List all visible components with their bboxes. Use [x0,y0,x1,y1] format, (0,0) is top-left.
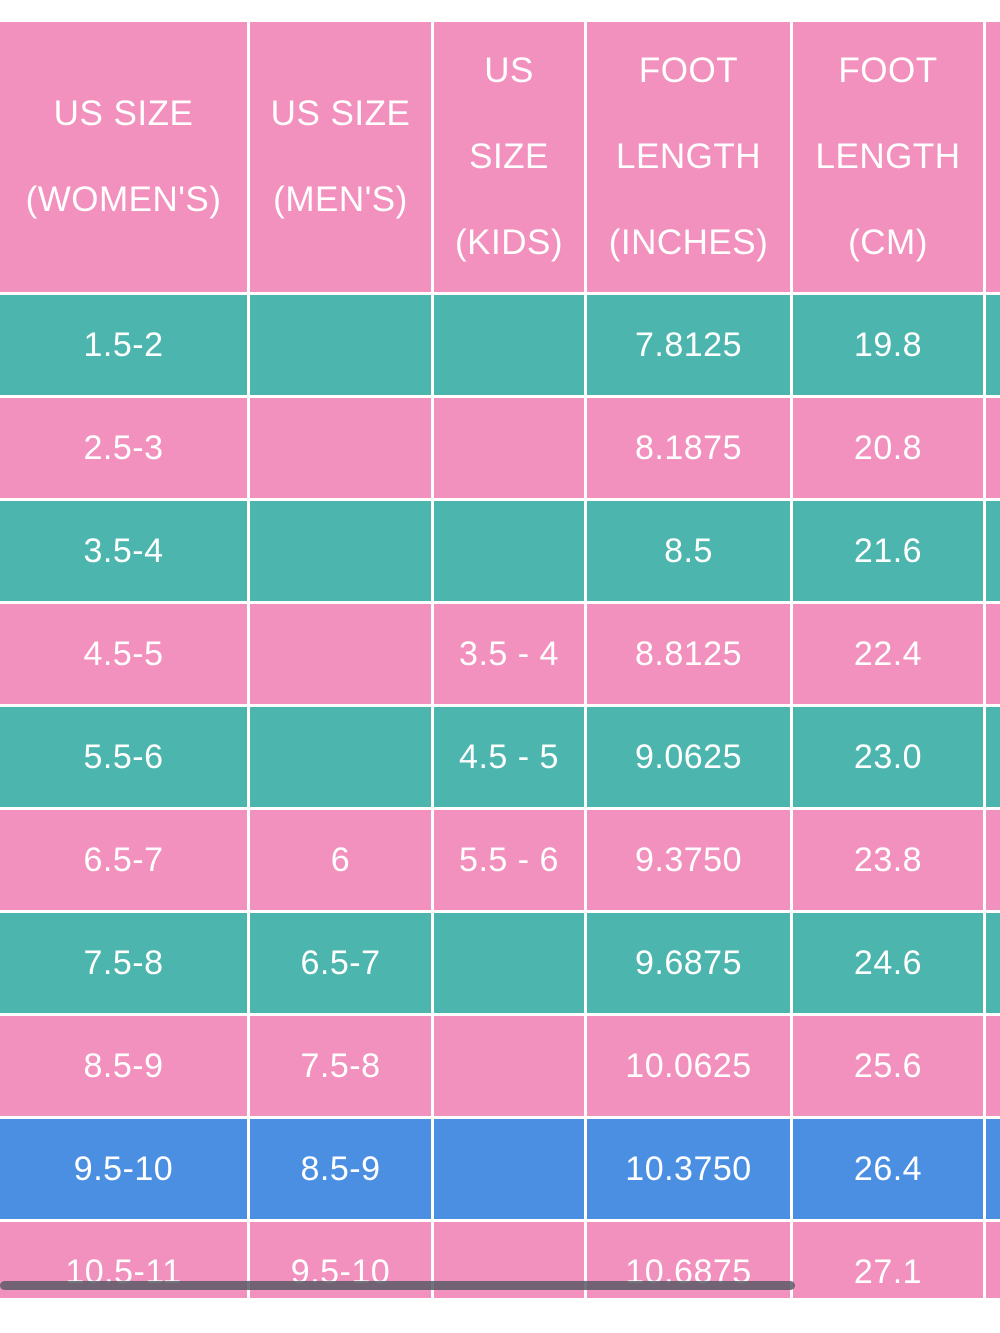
cell-kids-size [434,1016,584,1116]
cell-foot-length-cm: 21.6 [793,501,983,601]
cell-clipped [986,398,1000,498]
cell-womens-size: 3.5-4 [0,501,247,601]
cell-kids-size [434,398,584,498]
cell-womens-size: 5.5-6 [0,707,247,807]
cell-mens-size [250,501,431,601]
header-foot-length-cm: FOOT LENGTH (CM) [793,22,983,292]
cell-womens-size: 7.5-8 [0,913,247,1013]
cell-womens-size: 8.5-9 [0,1016,247,1116]
cell-foot-length-cm: 26.4 [793,1119,983,1219]
cell-clipped [986,501,1000,601]
cell-foot-length-cm: 20.8 [793,398,983,498]
cell-kids-size: 5.5 - 6 [434,810,584,910]
size-chart-table[interactable]: US SIZE (WOMEN'S) US SIZE (MEN'S) US SIZ… [0,22,1000,1298]
cell-womens-size: 4.5-5 [0,604,247,704]
cell-foot-length-cm: 19.8 [793,295,983,395]
cell-mens-size [250,707,431,807]
cell-kids-size [434,501,584,601]
header-womens-size: US SIZE (WOMEN'S) [0,22,247,292]
cell-foot-length-inches: 9.6875 [587,913,790,1013]
cell-clipped [986,707,1000,807]
cell-womens-size: 9.5-10 [0,1119,247,1219]
cell-foot-length-inches: 9.3750 [587,810,790,910]
cell-foot-length-inches: 8.1875 [587,398,790,498]
cell-womens-size: 6.5-7 [0,810,247,910]
cell-foot-length-inches: 9.0625 [587,707,790,807]
cell-foot-length-cm: 22.4 [793,604,983,704]
cell-kids-size [434,913,584,1013]
header-clipped-column [986,22,1000,292]
cell-foot-length-inches: 8.5 [587,501,790,601]
cell-mens-size [250,604,431,704]
cell-kids-size [434,295,584,395]
cell-mens-size: 7.5-8 [250,1016,431,1116]
cell-mens-size: 6.5-7 [250,913,431,1013]
cell-clipped [986,810,1000,910]
cell-kids-size: 3.5 - 4 [434,604,584,704]
cell-foot-length-cm: 25.6 [793,1016,983,1116]
cell-womens-size: 1.5-2 [0,295,247,395]
cell-mens-size [250,295,431,395]
cell-foot-length-cm: 27.1 [793,1222,983,1298]
cell-foot-length-cm: 23.0 [793,707,983,807]
cell-foot-length-inches: 8.8125 [587,604,790,704]
horizontal-scrollbar[interactable] [0,1281,795,1290]
header-foot-length-inches: FOOT LENGTH (INCHES) [587,22,790,292]
size-chart-grid: US SIZE (WOMEN'S) US SIZE (MEN'S) US SIZ… [0,22,1000,1298]
cell-foot-length-inches: 10.0625 [587,1016,790,1116]
cell-clipped [986,1016,1000,1116]
cell-foot-length-cm: 24.6 [793,913,983,1013]
cell-kids-size: 4.5 - 5 [434,707,584,807]
header-mens-size: US SIZE (MEN'S) [250,22,431,292]
cell-clipped [986,1222,1000,1298]
cell-clipped [986,604,1000,704]
cell-mens-size [250,398,431,498]
cell-foot-length-cm: 23.8 [793,810,983,910]
cell-womens-size: 2.5-3 [0,398,247,498]
cell-foot-length-inches: 10.3750 [587,1119,790,1219]
cell-clipped [986,1119,1000,1219]
cell-clipped [986,913,1000,1013]
cell-clipped [986,295,1000,395]
cell-mens-size: 8.5-9 [250,1119,431,1219]
header-kids-size: US SIZE (KIDS) [434,22,584,292]
cell-kids-size [434,1119,584,1219]
cell-foot-length-inches: 7.8125 [587,295,790,395]
cell-mens-size: 6 [250,810,431,910]
